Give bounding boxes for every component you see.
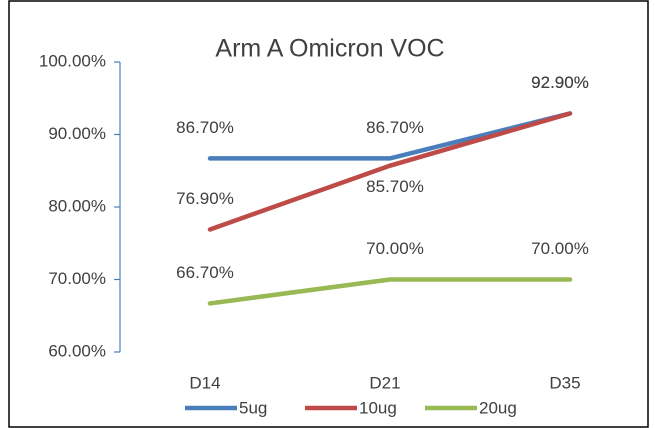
data-label: 70.00% (531, 239, 589, 258)
x-tick-label: D35 (549, 373, 580, 392)
data-label: 86.70% (366, 118, 424, 137)
x-tick-label: D14 (189, 373, 220, 392)
data-label: 76.90% (176, 189, 234, 208)
legend-label: 5ug (239, 398, 267, 417)
chart-title: Arm A Omicron VOC (215, 35, 444, 63)
data-label: 86.70% (176, 118, 234, 137)
data-label: 92.90% (531, 73, 589, 92)
series-line (207, 111, 573, 161)
legend-label: 20ug (479, 398, 517, 417)
y-tick-label: 80.00% (48, 196, 106, 215)
data-label: 66.70% (176, 263, 234, 282)
y-tick-label: 90.00% (48, 124, 106, 143)
series-line (207, 111, 573, 232)
data-label: 70.00% (366, 239, 424, 258)
x-tick-label: D21 (369, 373, 400, 392)
chart-border (8, 0, 649, 428)
y-tick-label: 100.00% (39, 51, 106, 70)
series-line (207, 277, 573, 306)
data-label: 92.90% (531, 73, 589, 92)
data-label: 85.70% (366, 177, 424, 196)
legend-label: 10ug (359, 398, 397, 417)
y-tick-label: 60.00% (48, 341, 106, 360)
y-tick-label: 70.00% (48, 269, 106, 288)
